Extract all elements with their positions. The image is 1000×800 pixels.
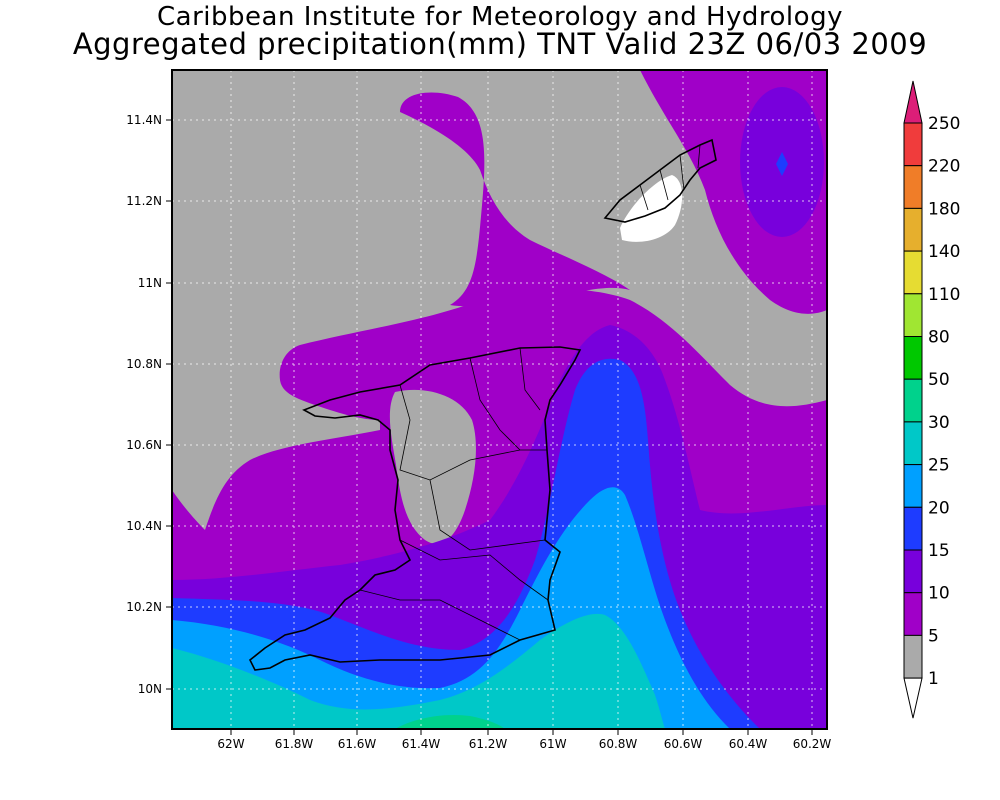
colorbar-label: 110 — [928, 285, 960, 305]
colorbar-bottom-arrow — [903, 677, 923, 719]
x-tick-label: 62W — [217, 737, 244, 751]
shade-25-30 — [172, 613, 665, 729]
y-tick-label: 10.6N — [126, 438, 162, 452]
x-tick-label: 60.2W — [793, 737, 832, 751]
y-tick-label: 10.8N — [126, 357, 162, 371]
x-tick-label: 61.2W — [469, 737, 508, 751]
y-tick-label: 10.4N — [126, 519, 162, 533]
colorbar-label: 250 — [928, 114, 960, 134]
colorbar-label: 10 — [928, 584, 950, 604]
shade-5-10-lobe — [400, 92, 630, 307]
title-institute: Caribbean Institute for Meteorology and … — [157, 2, 843, 32]
shade-30-50 — [395, 714, 505, 729]
colorbar-label: 15 — [928, 541, 950, 561]
colorbar-label: 5 — [928, 626, 939, 646]
colorbar-label: 80 — [928, 328, 950, 348]
colorbar-label: 25 — [928, 456, 950, 476]
y-tick-label: 11.4N — [126, 113, 162, 127]
x-tick-label: 61W — [539, 737, 566, 751]
shade-below-1 — [620, 175, 683, 242]
x-ticks — [230, 729, 813, 735]
x-tick-label: 61.8W — [275, 737, 314, 751]
colorbar-segment — [903, 207, 923, 252]
title-product: Aggregated precipitation(mm) TNT Valid 2… — [72, 27, 928, 61]
colorbar-label: 30 — [928, 413, 950, 433]
x-tick-label: 61.4W — [402, 737, 441, 751]
shade-dry-inner — [389, 389, 476, 544]
colorbar-segment — [903, 464, 923, 508]
tobago-districts — [639, 144, 701, 211]
colorbar-segment — [903, 592, 923, 636]
colorbar-segment — [903, 250, 923, 295]
y-tick-label: 10.2N — [126, 600, 162, 614]
trinidad-districts — [359, 347, 549, 641]
tobago-coastline — [603, 138, 717, 223]
plot-frame — [171, 69, 828, 730]
colorbar-label: 140 — [928, 242, 960, 262]
shade-15-20-ne — [776, 152, 788, 176]
x-tick-label: 60.8W — [599, 737, 638, 751]
colorbar-segment — [903, 336, 923, 380]
precipitation-field — [172, 70, 827, 729]
colorbar-segment — [903, 506, 923, 551]
y-tick-label: 11.2N — [126, 194, 162, 208]
colorbar-segment — [903, 549, 923, 594]
colorbar-segment — [903, 165, 923, 209]
x-tick-label: 61.6W — [338, 737, 377, 751]
colorbar-segment — [903, 634, 923, 679]
coastlines — [248, 138, 717, 671]
colorbar-label: 20 — [928, 498, 950, 518]
colorbar-label: 220 — [928, 157, 960, 177]
colorbar-segment — [903, 122, 923, 167]
trinidad-coastline — [248, 346, 582, 671]
y-ticks — [166, 119, 172, 690]
y-tick-label: 10N — [138, 682, 162, 696]
y-tick-label: 11N — [138, 276, 162, 290]
x-tick-label: 60.6W — [664, 737, 703, 751]
colorbar-label: 180 — [928, 199, 960, 219]
colorbar-segment — [903, 378, 923, 423]
colorbar-label: 1 — [928, 669, 939, 689]
colorbar-segment — [903, 421, 923, 466]
map-grid — [172, 70, 827, 729]
colorbar-segment — [903, 293, 923, 337]
colorbar-top-arrow — [903, 80, 923, 124]
colorbar: 250 220 180 140 110 80 50 30 25 20 15 10 5 1 — [903, 80, 960, 719]
colorbar-label: 50 — [928, 370, 950, 390]
x-tick-label: 60.4W — [729, 737, 768, 751]
